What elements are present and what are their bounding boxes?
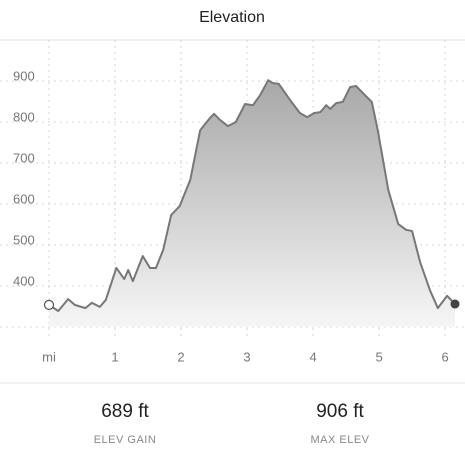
y-tick-label: 900 <box>13 68 35 83</box>
area <box>49 80 455 328</box>
x-tick-label: mi <box>42 349 56 364</box>
y-tick-label: 800 <box>13 109 35 124</box>
y-tick-label: 500 <box>13 232 35 247</box>
x-tick-label: 3 <box>243 349 250 364</box>
stat-label: ELEV GAIN <box>94 434 157 446</box>
x-tick-label: 1 <box>111 349 118 364</box>
y-tick-label: 400 <box>13 273 35 288</box>
line <box>48 79 456 313</box>
y-tick-label: 700 <box>13 150 35 165</box>
stat-value: 906 ft <box>316 401 364 422</box>
start-point <box>43 299 55 310</box>
x-tick-label: 2 <box>177 349 184 364</box>
plot: 400 500 600 700 800 900 mi 1 2 3 4 5 6 <box>0 40 465 364</box>
x-tick-label: 6 <box>441 349 448 364</box>
x-tick-label: 5 <box>375 349 382 364</box>
title: Elevation <box>199 9 265 26</box>
stat-label: MAX ELEV <box>310 434 369 446</box>
y-tick-label: 600 <box>13 191 35 206</box>
x-tick-label: 4 <box>309 349 316 364</box>
end-point <box>450 299 460 309</box>
stat-value: 689 ft <box>101 401 149 422</box>
